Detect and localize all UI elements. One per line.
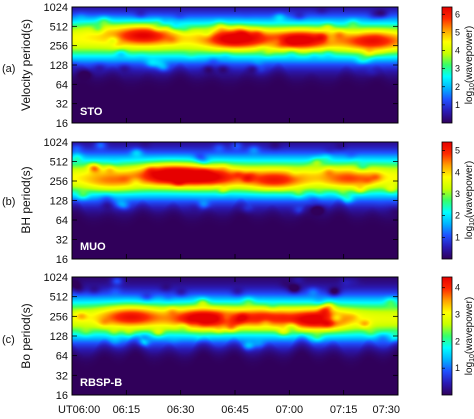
- station-label-a: STO: [80, 106, 103, 118]
- colorbar-tick-label: 5: [455, 146, 460, 156]
- x-axis-labels: UT06:00 06:15 06:30 06:45 07:00 07:15 07:30: [58, 404, 400, 416]
- colorbar-tick-label: 3: [455, 310, 460, 320]
- y-tick-label: 512: [50, 21, 68, 33]
- x-tick-label: 07:30: [372, 404, 400, 416]
- y-tick-label: 64: [56, 79, 68, 91]
- colorbar-label-a: log10(wavepower): [464, 26, 474, 104]
- panel-label-c: (c): [2, 334, 15, 346]
- y-tick-label: 128: [50, 60, 68, 72]
- colorbar-label-b: log10(wavepower): [464, 161, 474, 239]
- y-tick-label: 256: [50, 41, 68, 53]
- x-tick-label: 07:15: [330, 404, 358, 416]
- y-tick-label: 256: [50, 311, 68, 323]
- colorbar-tick-label: 3: [455, 64, 460, 74]
- y-tick-label: 128: [50, 196, 68, 208]
- colorbar-tick-label: 2: [455, 336, 460, 346]
- y-tick-label: 32: [56, 99, 68, 111]
- y-tick-label: 1024: [44, 2, 68, 14]
- station-label-b: MUO: [80, 241, 106, 253]
- station-label-c: RBSP-B: [80, 377, 122, 389]
- ylabel-b: BH period(s): [19, 166, 33, 233]
- y-tick-label: 32: [56, 370, 68, 382]
- y-tick-label: 16: [56, 118, 68, 130]
- colorbar-tick-label: 6: [455, 9, 460, 19]
- heatmap-c: [72, 277, 398, 395]
- panel-c-y-ticks: 16 32 64 128 256 512 1024: [44, 272, 398, 402]
- panel-label-b: (b): [2, 196, 15, 208]
- y-tick-label: 512: [50, 157, 68, 169]
- x-tick-label: 06:45: [221, 404, 249, 416]
- colorbar-c-ticks: 1 2 3 4: [442, 283, 460, 373]
- y-tick-label: 64: [56, 351, 68, 363]
- colorbar-a: [441, 6, 453, 124]
- y-tick-label: 32: [56, 235, 68, 247]
- y-tick-label: 16: [56, 254, 68, 266]
- heatmap-b: [72, 142, 398, 259]
- y-tick-label: 64: [56, 215, 68, 227]
- colorbar-tick-label: 1: [455, 363, 460, 373]
- heatmap-a: [72, 7, 398, 123]
- x-tick-label: UT06:00: [58, 404, 100, 416]
- panel-b-x-ticks: [71, 142, 399, 259]
- colorbar-tick-label: 2: [455, 82, 460, 92]
- panel-a-x-ticks: [71, 7, 399, 123]
- colorbar-tick-label: 4: [455, 46, 460, 56]
- colorbar-c: [441, 276, 453, 396]
- y-tick-label: 1024: [44, 137, 68, 149]
- x-tick-label: 06:30: [167, 404, 195, 416]
- colorbar-tick-label: 3: [455, 189, 460, 199]
- panel-b-y-ticks: 16 32 64 128 256 512 1024: [44, 137, 398, 266]
- panel-label-a: (a): [2, 63, 15, 75]
- colorbar-tick-label: 5: [455, 27, 460, 37]
- colorbar-tick-label: 1: [455, 232, 460, 242]
- x-tick-label: 06:15: [113, 404, 141, 416]
- panel-a-y-ticks: 16 32 64 128 256 512 1024: [44, 2, 398, 130]
- y-tick-label: 256: [50, 176, 68, 188]
- colorbar-b-ticks: 1 2 3 4 5: [442, 146, 460, 242]
- colorbar-tick-label: 4: [455, 167, 460, 177]
- colorbar-b: [441, 141, 453, 260]
- colorbar-tick-label: 2: [455, 211, 460, 221]
- y-tick-label: 128: [50, 331, 68, 343]
- y-tick-label: 1024: [44, 272, 68, 284]
- ylabel-a: Velocity period(s): [19, 19, 33, 111]
- panel-c-x-ticks: [71, 277, 399, 395]
- y-tick-label: 16: [56, 390, 68, 402]
- colorbar-label-c: log10(wavepower): [464, 297, 474, 375]
- x-tick-label: 07:00: [276, 404, 304, 416]
- colorbar-tick-label: 1: [455, 100, 460, 110]
- colorbar-tick-label: 4: [455, 283, 460, 293]
- y-tick-label: 512: [50, 292, 68, 304]
- colorbar-a-ticks: 1 2 3 4 5 6: [442, 9, 460, 110]
- ylabel-c: Bo period(s): [19, 303, 33, 368]
